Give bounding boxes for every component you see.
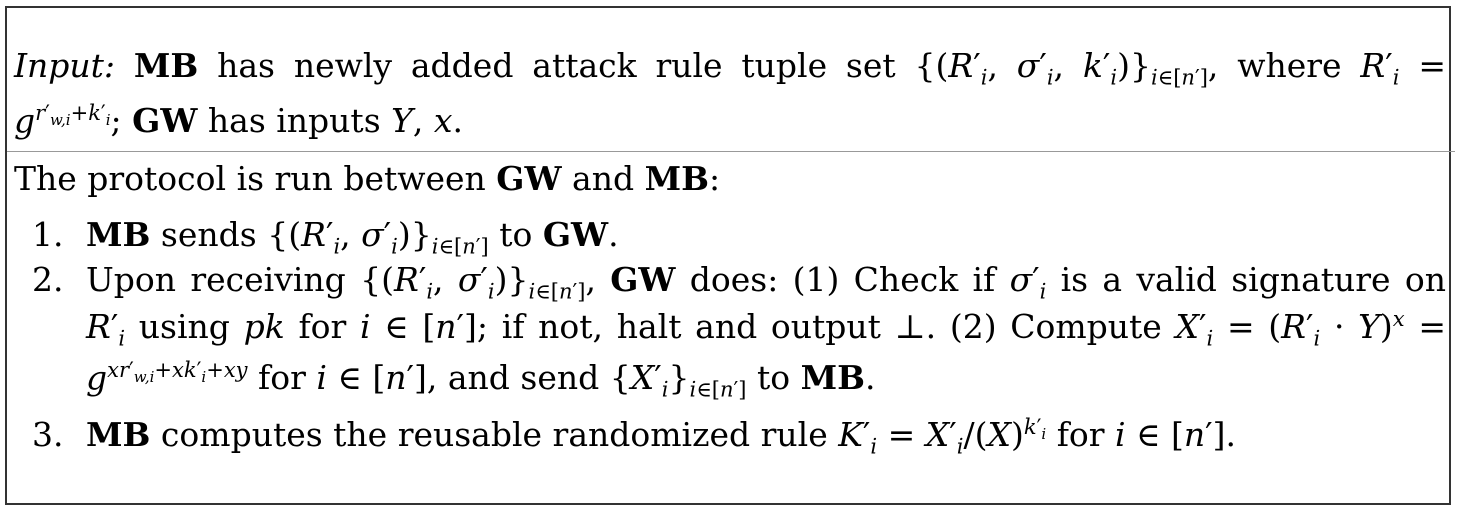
step-2-text-d: using [138,307,230,346]
math-r-sigma-set: {(R′i, σ′i)}i∈[n′] [267,215,489,259]
input-line-1: Input: MB has newly added attack rule tu… [14,46,1446,90]
step-2-text-a: Upon receiving [86,260,346,299]
divider [7,151,1455,152]
math-sigma-i: σ′i [1009,260,1047,304]
math-pk: pk [243,307,285,346]
gw-label: GW [542,215,609,254]
mb-label: MB [86,215,151,254]
math-g-xr: gxr′w,i+xk′i+xy [86,358,248,397]
gw-label: GW [610,260,676,299]
step-2-text-c: is a valid signature on [1060,260,1446,299]
step-2-line-2: R′i using pk for i ∈ [n′]; if not, halt … [86,307,1446,351]
input-text-1: has newly added attack rule tuple set [217,46,896,85]
math-r-eq: R′i = [1360,46,1446,90]
step-3-text-a: computes the reusable randomized rule [160,415,828,454]
step-1-text-a: sends [160,215,257,254]
step-3: MB computes the reusable randomized rule… [86,415,1237,459]
step-2-number: 2. [32,260,64,299]
math-y-x: Y, x. [391,101,464,140]
step-2-text-g: for [258,358,306,397]
math-i-in-n: i ∈ [n′] [360,307,477,346]
step-3-number: 3. [32,415,64,454]
input-text-3: has inputs [207,101,381,140]
intro-line: The protocol is run between GW and MB: [14,159,721,198]
math-k-eq: K′i = X′i/(X)k′i [838,415,1047,459]
gw-label: GW [132,101,198,140]
math-r-i: R′i [86,307,126,351]
mb-label: MB [133,46,199,85]
input-line-2: gr′w,i+k′i; GW has inputs Y, x. [14,101,463,141]
math-g-power: gr′w,i+k′i; [14,101,122,140]
math-i-in-n: i ∈ [n′]. [1115,415,1237,454]
math-x-compute: X′i = (R′i · Y)x = [1175,307,1446,351]
step-1: MB sends {(R′i, σ′i)}i∈[n′] to GW. [86,215,619,259]
step-1-text-b: to [499,215,533,254]
protocol-box [5,6,1451,505]
step-2-line-3: gxr′w,i+xk′i+xy for i ∈ [n′], and send {… [86,358,876,402]
math-i-in-n: i ∈ [n′] [316,358,427,397]
step-2-text-h: , and send [426,358,600,397]
step-2-text-b: does: (1) Check if [689,260,996,299]
step-1-number: 1. [32,215,64,254]
gw-label: GW [496,159,562,198]
mb-label: MB [86,415,151,454]
math-tuple-set: {(R′i, σ′i, k′i)}i∈[n′], [914,46,1219,90]
step-2-line-1: Upon receiving {(R′i, σ′i)}i∈[n′], GW do… [86,260,1446,304]
and-text: and [572,159,635,198]
mb-label: MB [644,159,710,198]
input-label: Input: [14,46,116,85]
math-x-set: {X′i}i∈[n′] [609,358,747,402]
intro-text: The protocol is run between [14,159,486,198]
step-2-text-i: to [756,358,791,397]
input-text-2: where [1237,46,1342,85]
math-r-sigma-set: {(R′i, σ′i)}i∈[n′], [360,260,596,304]
step-2-text-e: for [298,307,347,346]
step-3-text-b: for [1056,415,1105,454]
mb-label: MB [800,358,866,397]
step-2-text-f: ; if not, halt and output ⊥. (2) Compute [476,307,1162,346]
